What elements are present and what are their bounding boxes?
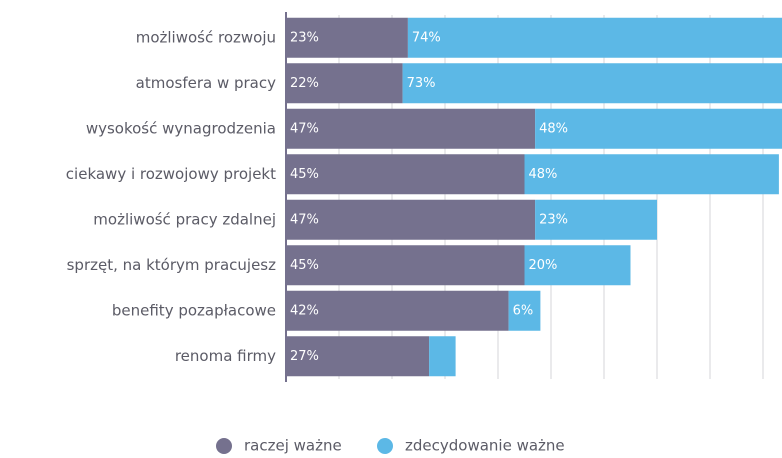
category-label: benefity pozapłacowe bbox=[112, 301, 276, 319]
bar-segment bbox=[286, 108, 536, 149]
value-label: 45% bbox=[290, 258, 319, 273]
value-label: 27% bbox=[290, 349, 319, 364]
value-label: 47% bbox=[290, 121, 319, 136]
value-label: 23% bbox=[539, 212, 568, 227]
bar-segment bbox=[286, 17, 408, 58]
value-label: 74% bbox=[412, 30, 441, 45]
bar-segment bbox=[286, 154, 525, 195]
legend-label: raczej ważne bbox=[244, 437, 342, 455]
value-label: 20% bbox=[529, 258, 558, 273]
value-label: 22% bbox=[290, 76, 319, 91]
bar-segment bbox=[286, 336, 430, 377]
value-label: 48% bbox=[529, 167, 558, 182]
category-label: ciekawy i rozwojowy projekt bbox=[66, 165, 276, 183]
bar-segment bbox=[286, 245, 525, 286]
bar-segment bbox=[535, 108, 782, 149]
bar-segment bbox=[524, 154, 779, 195]
value-label: 73% bbox=[407, 76, 436, 91]
value-label: 48% bbox=[539, 121, 568, 136]
legend-marker bbox=[377, 438, 393, 454]
value-label: 6% bbox=[513, 303, 534, 318]
bar-segment bbox=[429, 336, 456, 377]
bar-segment bbox=[286, 290, 509, 331]
bar-segment bbox=[508, 290, 541, 331]
value-label: 42% bbox=[290, 303, 319, 318]
category-label: atmosfera w pracy bbox=[136, 74, 276, 92]
bar-segment bbox=[286, 63, 403, 104]
bar-segment bbox=[402, 63, 782, 104]
value-label: 45% bbox=[290, 167, 319, 182]
category-label: sprzęt, na którym pracujesz bbox=[67, 256, 277, 274]
bar-segment bbox=[407, 17, 782, 58]
category-label: możliwość rozwoju bbox=[136, 28, 276, 46]
category-label: renoma firmy bbox=[175, 347, 276, 365]
category-label: możliwość pracy zdalnej bbox=[93, 210, 276, 228]
bar-segment bbox=[524, 245, 631, 286]
value-label: 47% bbox=[290, 212, 319, 227]
legend-label: zdecydowanie ważne bbox=[405, 437, 565, 455]
bar-segment bbox=[286, 199, 536, 240]
legend-marker bbox=[216, 438, 232, 454]
category-label: wysokość wynagrodzenia bbox=[86, 119, 276, 137]
value-label: 23% bbox=[290, 30, 319, 45]
bar-segment bbox=[535, 199, 657, 240]
